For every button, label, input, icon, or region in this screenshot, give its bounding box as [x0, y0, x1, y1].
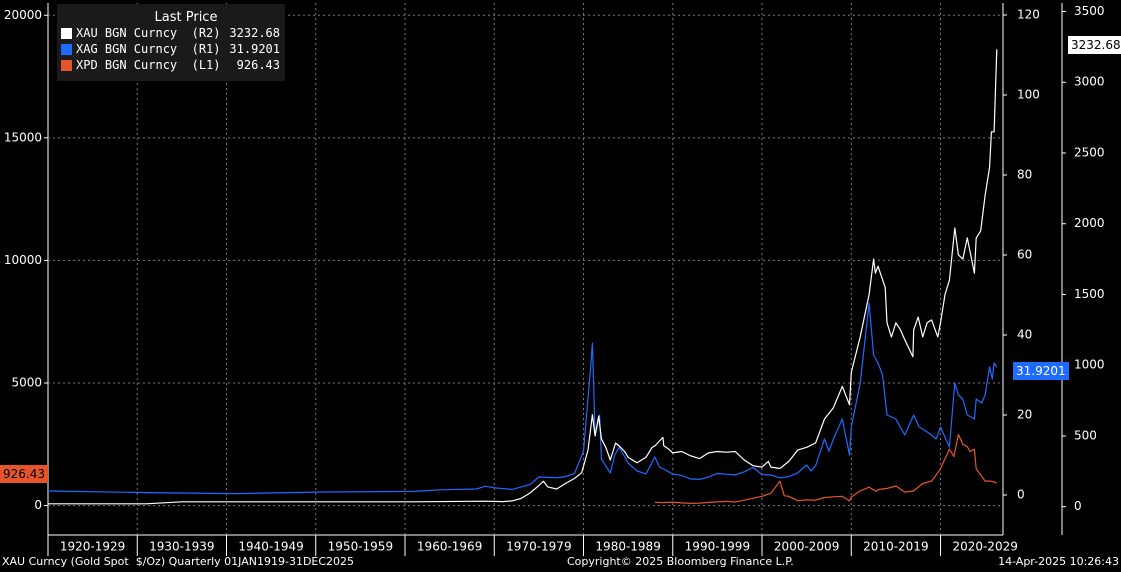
x-tick-label: 1930-1939: [149, 540, 214, 554]
last-price-tag-xau: 3232.68: [1068, 36, 1121, 54]
x-tick-label: 1980-1989: [595, 540, 660, 554]
legend-name-xau: XAU BGN Curncy (R2): [76, 26, 221, 40]
left-tick-label: 10000: [4, 253, 42, 267]
right2-tick-label: 3000: [1074, 75, 1105, 89]
right1-tick-label: 0: [1017, 488, 1025, 502]
left-tick-label: 15000: [4, 130, 42, 144]
left-tick-label: 5000: [11, 376, 42, 390]
right1-tick-label: 100: [1017, 88, 1040, 102]
legend-item-xag: XAG BGN Curncy (R1) 31.9201: [57, 41, 285, 57]
right1-tick-label: 60: [1017, 248, 1032, 262]
last-price-tag-xpd: 926.43: [0, 465, 48, 483]
right2-tick-label: 500: [1074, 428, 1097, 442]
x-tick-label: 2020-2029: [952, 540, 1017, 554]
right1-tick-label: 20: [1017, 408, 1032, 422]
x-tick-label: 1950-1959: [328, 540, 393, 554]
x-tick-label: 1940-1949: [238, 540, 303, 554]
last-price-tag-xag: 31.9201: [1013, 362, 1069, 380]
legend-value-xau: 3232.68: [229, 26, 280, 40]
legend-value-xpd: 926.43: [236, 58, 280, 72]
footer-security-info: XAU Curncy (Gold Spot $/Oz) Quarterly 01…: [2, 555, 355, 568]
right2-tick-label: 3500: [1074, 4, 1105, 18]
series-line-xau: [48, 49, 998, 505]
right1-tick-label: 80: [1017, 168, 1032, 182]
right2-tick-label: 1000: [1074, 358, 1105, 372]
x-tick-label: 1920-1929: [60, 540, 125, 554]
left-tick-label: 20000: [4, 8, 42, 22]
legend-name-xag: XAG BGN Curncy (R1): [76, 42, 221, 56]
legend-name-xpd: XPD BGN Curncy (L1): [76, 58, 221, 72]
legend-swatch-xag: [61, 43, 72, 55]
x-tick-label: 1960-1969: [417, 540, 482, 554]
legend-value-xag: 31.9201: [229, 42, 280, 56]
x-tick-label: 1970-1979: [506, 540, 571, 554]
right1-tick-label: 120: [1017, 8, 1040, 22]
x-tick-label: 2010-2019: [863, 540, 928, 554]
right1-tick-label: 40: [1017, 328, 1032, 342]
legend-title: Last Price: [154, 10, 218, 25]
footer-timestamp: 14-Apr-2025 10:26:43: [998, 555, 1119, 568]
legend-item-xpd: XPD BGN Curncy (L1) 926.43: [57, 57, 285, 73]
legend-swatch-xpd: [61, 59, 72, 71]
series-line-xag: [47, 302, 998, 495]
legend: Last Price XAU BGN Curncy (R2) 3232.68 X…: [57, 4, 285, 81]
right2-tick-label: 2000: [1074, 216, 1105, 230]
x-tick-label: 2000-2009: [774, 540, 839, 554]
footer-copyright: Copyright© 2025 Bloomberg Finance L.P.: [567, 555, 794, 568]
legend-item-xau: XAU BGN Curncy (R2) 3232.68: [57, 25, 285, 41]
right2-tick-label: 1500: [1074, 287, 1105, 301]
legend-swatch-xau: [61, 27, 72, 39]
series-line-xpd: [654, 433, 997, 504]
right2-tick-label: 2500: [1074, 145, 1105, 159]
left-tick-label: 0: [34, 498, 42, 512]
x-tick-label: 1990-1999: [685, 540, 750, 554]
right2-tick-label: 0: [1074, 499, 1082, 513]
